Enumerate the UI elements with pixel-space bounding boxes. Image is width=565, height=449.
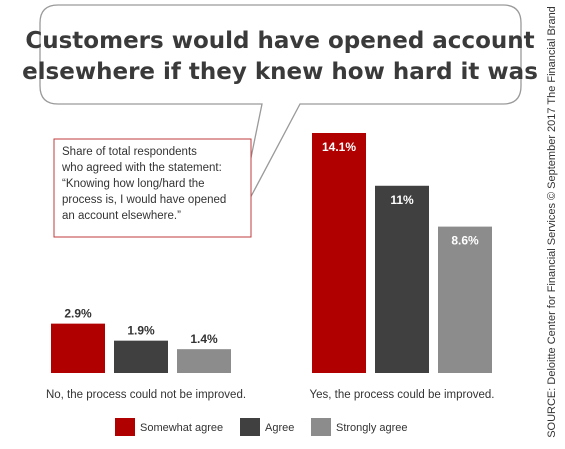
bar-no-strongly-agree: [177, 349, 231, 373]
bar-yes-agree: [375, 185, 429, 373]
value-label-yes-somewhat-agree: 14.1%: [322, 140, 356, 154]
legend-swatch-somewhat-agree: [115, 418, 135, 436]
legend-swatch-strongly-agree: [311, 418, 331, 436]
bar-yes-strongly-agree: [438, 226, 492, 373]
bar-group: 2.9% 14.1% 1.9% 11% 1.4% 8.6%: [51, 133, 492, 373]
category-label-yes: Yes, the process could be improved.: [310, 389, 495, 401]
legend-swatch-agree: [240, 418, 260, 436]
annotation-line-1: Share of total respondents: [62, 146, 197, 158]
chart-title-line-2: elsewhere if they knew how hard it was: [22, 59, 538, 85]
source-note: SOURCE: Deloitte Center for Financial Se…: [546, 6, 558, 438]
chart-title-line-1: Customers would have opened account: [25, 28, 534, 54]
annotation-line-2: who agreed with the statement:: [61, 162, 222, 174]
value-label-no-strongly-agree: 1.4%: [190, 332, 218, 346]
annotation-box: [53, 138, 252, 238]
bar-no-somewhat-agree: [51, 323, 105, 373]
annotation-line-3: “Knowing how long/hard the: [62, 178, 205, 190]
title-speech-bubble: [39, 4, 522, 222]
legend-label-strongly-agree: Strongly agree: [336, 422, 408, 434]
value-label-no-somewhat-agree: 2.9%: [64, 307, 92, 321]
bar-no-agree: [114, 340, 168, 373]
legend-label-agree: Agree: [265, 422, 294, 434]
value-label-yes-strongly-agree: 8.6%: [451, 234, 479, 248]
value-label-yes-agree: 11%: [390, 193, 414, 207]
bar-yes-somewhat-agree: [312, 133, 366, 373]
annotation-line-5: an account elsewhere.”: [62, 210, 181, 222]
annotation-line-4: process is, I would have opened: [62, 194, 226, 206]
legend-label-somewhat-agree: Somewhat agree: [140, 422, 223, 434]
category-label-no: No, the process could not be improved.: [46, 389, 246, 401]
value-label-no-agree: 1.9%: [127, 324, 155, 338]
legend: Somewhat agree Agree Strongly agree: [115, 418, 408, 436]
